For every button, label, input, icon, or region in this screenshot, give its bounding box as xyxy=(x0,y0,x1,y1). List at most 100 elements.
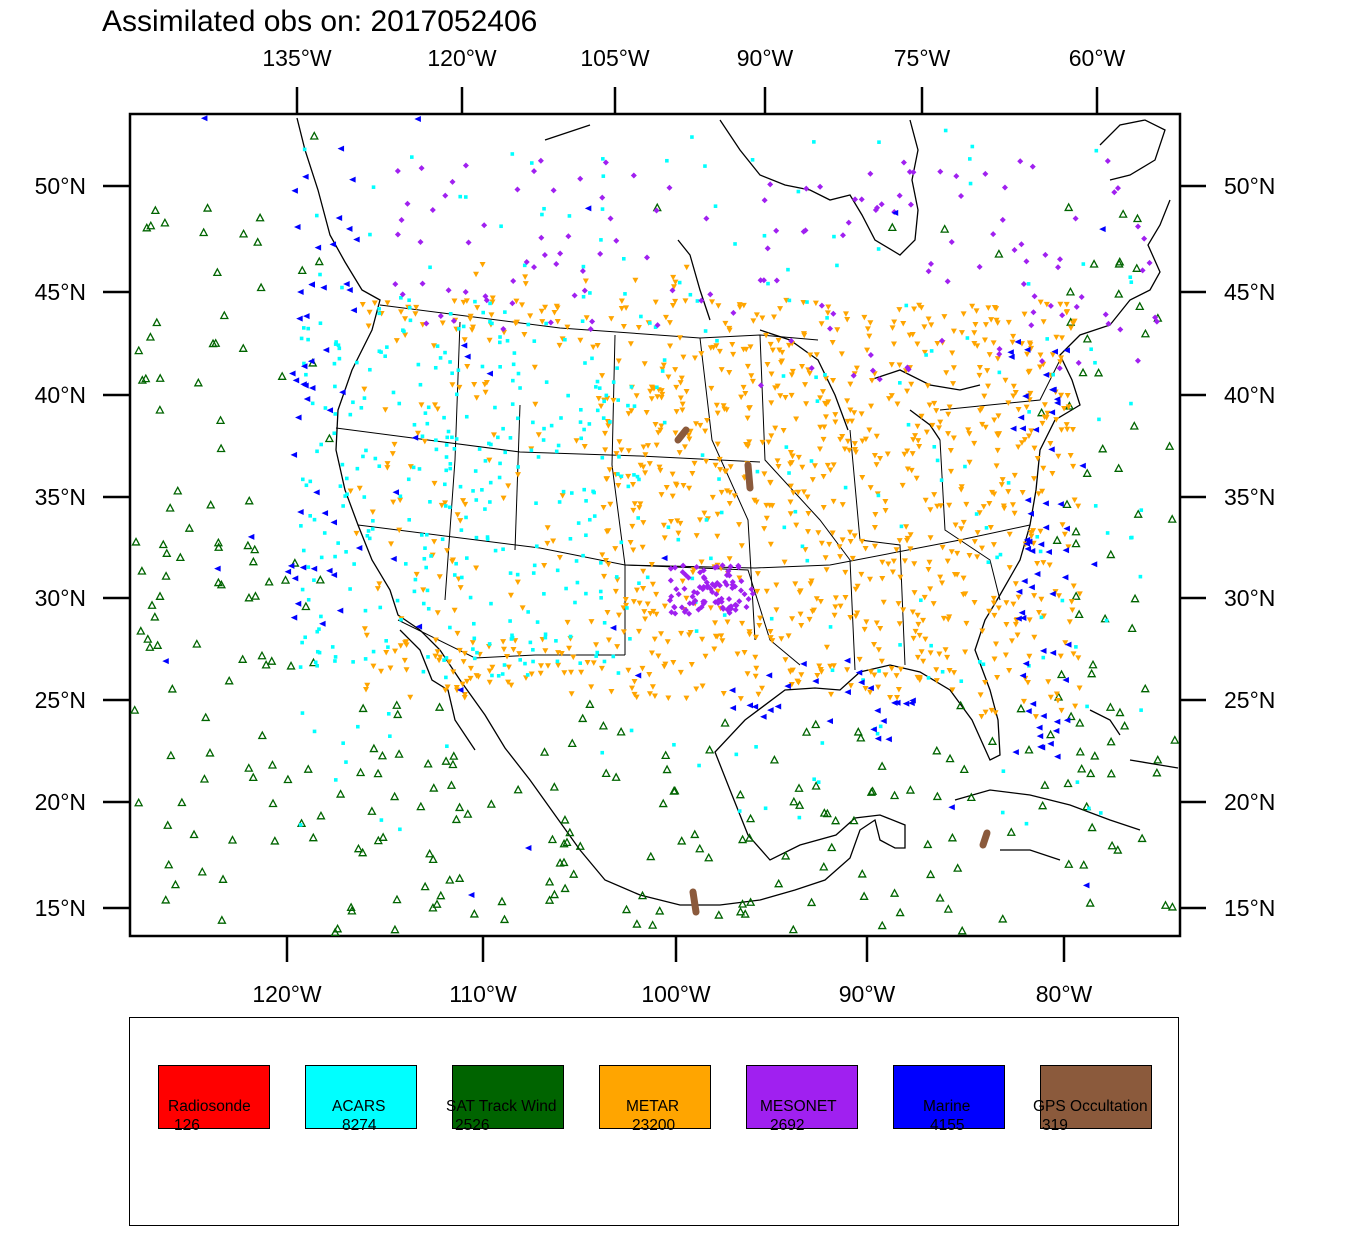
metar-marker xyxy=(793,523,799,529)
metar-marker xyxy=(789,393,795,399)
acars-marker xyxy=(812,140,816,144)
right-lat-label: 50°N xyxy=(1224,173,1275,199)
acars-marker xyxy=(932,445,936,449)
mesonet-marker xyxy=(1055,264,1061,270)
metar-marker xyxy=(1006,668,1012,674)
acars-marker xyxy=(1076,780,1080,784)
acars-marker xyxy=(448,505,452,509)
marine-marker xyxy=(330,241,337,247)
metar-marker xyxy=(982,338,988,344)
metar-marker xyxy=(867,690,873,696)
acars-marker xyxy=(490,674,494,678)
mesonet-marker xyxy=(901,159,907,165)
acars-marker xyxy=(424,411,428,415)
acars-marker xyxy=(501,672,505,676)
sat-track-wind-marker xyxy=(206,749,213,756)
acars-marker xyxy=(448,626,452,630)
acars-marker xyxy=(1027,282,1031,286)
acars-marker xyxy=(627,485,631,489)
acars-marker xyxy=(898,381,902,385)
acars-marker xyxy=(334,778,338,782)
sat-track-wind-marker xyxy=(258,284,265,291)
acars-marker xyxy=(579,420,583,424)
marine-marker xyxy=(1021,578,1028,584)
acars-marker xyxy=(453,447,457,451)
metar-marker xyxy=(1002,378,1008,384)
marine-marker xyxy=(800,661,807,667)
mesonet-marker xyxy=(953,173,959,179)
acars-marker xyxy=(1007,481,1011,485)
metar-marker xyxy=(796,680,802,686)
marine-marker xyxy=(661,555,668,561)
metar-marker xyxy=(628,341,634,347)
sat-track-wind-marker xyxy=(1065,204,1072,211)
sat-track-wind-marker xyxy=(790,926,797,933)
marine-marker xyxy=(1037,744,1044,750)
metar-marker xyxy=(882,499,888,505)
metar-marker xyxy=(647,389,653,395)
bottom-lon-label: 80°W xyxy=(1036,981,1093,1007)
sat-track-wind-marker xyxy=(1065,780,1072,787)
mesonet-marker xyxy=(703,216,709,222)
acars-marker xyxy=(518,658,522,662)
acars-marker xyxy=(302,326,306,330)
acars-marker xyxy=(1128,275,1132,279)
sat-track-wind-marker xyxy=(747,815,754,822)
marine-marker xyxy=(295,415,302,421)
acars-marker xyxy=(1002,769,1006,773)
metar-marker xyxy=(588,619,594,625)
metar-marker xyxy=(931,401,937,407)
mesonet-marker xyxy=(774,277,780,283)
metar-marker xyxy=(694,533,700,539)
marine-marker xyxy=(1049,409,1056,415)
marine-marker xyxy=(1037,733,1044,739)
marine-marker xyxy=(885,736,892,742)
sat-track-wind-marker xyxy=(357,769,364,776)
acars-marker xyxy=(588,291,592,295)
metar-marker xyxy=(817,425,823,431)
mesonet-marker xyxy=(939,338,945,344)
metar-marker xyxy=(1021,699,1027,705)
metar-marker xyxy=(632,679,638,685)
sat-track-wind-marker xyxy=(359,849,366,856)
metar-marker xyxy=(699,637,705,643)
acars-marker xyxy=(488,320,492,324)
metar-marker xyxy=(961,520,967,526)
acars-marker xyxy=(444,504,448,508)
acars-marker xyxy=(557,444,561,448)
acars-marker xyxy=(445,455,449,459)
acars-marker xyxy=(542,438,546,442)
metar-marker xyxy=(1026,370,1032,376)
acars-marker xyxy=(930,349,934,353)
marine-marker xyxy=(1043,372,1050,378)
sat-track-wind-marker xyxy=(138,568,145,575)
acars-marker xyxy=(364,657,368,661)
acars-marker xyxy=(601,157,605,161)
metar-marker xyxy=(636,325,642,331)
metar-marker xyxy=(948,469,954,475)
metar-marker xyxy=(897,575,903,581)
marine-marker xyxy=(875,736,882,742)
metar-marker xyxy=(915,424,921,430)
metar-marker xyxy=(1038,300,1044,306)
acars-marker xyxy=(423,557,427,561)
mesonet-marker xyxy=(1057,365,1063,371)
acars-marker xyxy=(308,480,312,484)
metar-marker xyxy=(832,613,838,619)
metar-marker xyxy=(664,485,670,491)
mesonet-marker xyxy=(466,239,472,245)
sat-track-wind-marker xyxy=(812,721,819,728)
acars-marker xyxy=(484,459,488,463)
mesonet-marker xyxy=(1105,158,1111,164)
mesonet-marker xyxy=(868,352,874,358)
acars-marker xyxy=(372,185,376,189)
sat-track-wind-marker xyxy=(1089,661,1096,668)
sat-track-wind-marker xyxy=(1087,770,1094,777)
mesonet-marker xyxy=(392,281,398,287)
top-lon-label: 120°W xyxy=(427,45,497,71)
marine-marker xyxy=(309,282,316,288)
marine-marker xyxy=(1053,728,1060,734)
acars-marker xyxy=(303,635,307,639)
acars-marker xyxy=(904,304,908,308)
acars-marker xyxy=(663,358,667,362)
